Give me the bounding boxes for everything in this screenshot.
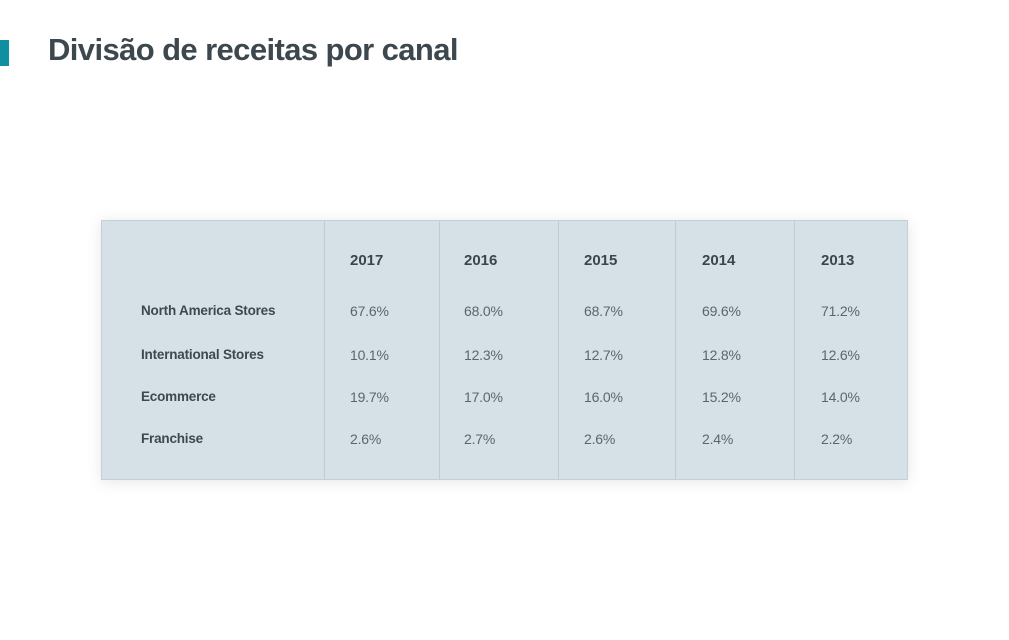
column-divider-1	[324, 221, 325, 479]
value-cell-international-stores-2017: 10.1%	[350, 347, 389, 363]
year-header-2017: 2017	[350, 252, 384, 269]
year-header-2014: 2014	[702, 252, 736, 269]
value-cell-ecommerce-2016: 17.0%	[464, 389, 503, 405]
value-cell-franchise-2017: 2.6%	[350, 431, 382, 447]
row-label-north-america-stores: North America Stores	[141, 303, 276, 318]
value-cell-ecommerce-2014: 15.2%	[702, 389, 741, 405]
year-header-2015: 2015	[584, 252, 618, 269]
value-cell-international-stores-2016: 12.3%	[464, 347, 503, 363]
value-cell-ecommerce-2013: 14.0%	[821, 389, 860, 405]
value-cell-franchise-2015: 2.6%	[584, 431, 616, 447]
value-cell-ecommerce-2017: 19.7%	[350, 389, 389, 405]
row-label-international-stores: International Stores	[141, 347, 264, 362]
column-divider-5	[794, 221, 795, 479]
value-cell-north-america-stores-2015: 68.7%	[584, 303, 623, 319]
row-label-franchise: Franchise	[141, 431, 203, 446]
column-divider-2	[439, 221, 440, 479]
value-cell-international-stores-2013: 12.6%	[821, 347, 860, 363]
row-label-ecommerce: Ecommerce	[141, 389, 216, 404]
value-cell-north-america-stores-2017: 67.6%	[350, 303, 389, 319]
title-accent-bar	[0, 40, 9, 66]
value-cell-franchise-2016: 2.7%	[464, 431, 496, 447]
year-header-2016: 2016	[464, 252, 498, 269]
page-title: Divisão de receitas por canal	[48, 32, 459, 67]
column-divider-4	[675, 221, 676, 479]
column-divider-3	[558, 221, 559, 479]
year-header-2013: 2013	[821, 252, 855, 269]
value-cell-ecommerce-2015: 16.0%	[584, 389, 623, 405]
value-cell-international-stores-2015: 12.7%	[584, 347, 623, 363]
value-cell-franchise-2014: 2.4%	[702, 431, 734, 447]
value-cell-north-america-stores-2016: 68.0%	[464, 303, 503, 319]
value-cell-north-america-stores-2013: 71.2%	[821, 303, 860, 319]
value-cell-international-stores-2014: 12.8%	[702, 347, 741, 363]
revenue-split-table: 2017 2016 2015 2014 2013 North America Stores…	[101, 220, 908, 480]
value-cell-franchise-2013: 2.2%	[821, 431, 853, 447]
value-cell-north-america-stores-2014: 69.6%	[702, 303, 741, 319]
